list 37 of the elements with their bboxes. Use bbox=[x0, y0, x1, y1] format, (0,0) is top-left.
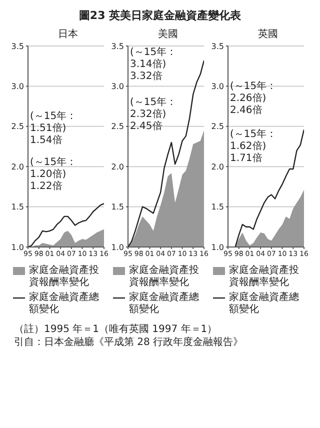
y-tick-label: 3.5 bbox=[111, 42, 124, 51]
y-tick-label: 3.5 bbox=[11, 42, 24, 51]
text: 引自：日本金融廳《平成第 28 行政年度金融報告》 bbox=[14, 336, 244, 349]
annotation: (～15年：2.26倍) 2.46倍 bbox=[230, 81, 278, 117]
y-tick-label: 1.0 bbox=[211, 242, 224, 252]
annotation: (～15年：2.32倍) 2.45倍 bbox=[130, 97, 178, 133]
y-tick-label: 3.5 bbox=[211, 42, 224, 51]
y-tick-label: 1.5 bbox=[111, 202, 124, 212]
y-tick-label: 2.0 bbox=[211, 162, 224, 172]
legend-label: 家庭金融資產總額變化 bbox=[229, 292, 300, 316]
y-tick-label: 1.0 bbox=[111, 242, 124, 252]
text: （註）1995 年＝1（唯有英國 1997 年＝1） bbox=[14, 323, 218, 336]
y-tick-label: 3.0 bbox=[111, 82, 124, 92]
chart-subtitle: 美國 bbox=[157, 28, 179, 41]
chart-subtitle: 英國 bbox=[257, 28, 279, 41]
annotation: (～15年：1.62倍) 1.71倍 bbox=[230, 129, 278, 165]
annotation: (～15年：1.20倍) 1.22倍 bbox=[30, 157, 78, 193]
y-tick-label: 1.5 bbox=[211, 202, 224, 212]
y-tick-label: 2.0 bbox=[111, 162, 124, 172]
legend-label: 家庭金融資產總額變化 bbox=[129, 292, 200, 316]
y-tick-label: 3.0 bbox=[211, 82, 224, 92]
legend-label: 家庭金融資產投資報酬率變化 bbox=[229, 265, 300, 289]
y-tick-label: 2.5 bbox=[111, 122, 124, 132]
annotation: (～15年：3.14倍) 3.32倍 bbox=[130, 47, 178, 83]
y-tick-label: 2.5 bbox=[11, 122, 24, 132]
line-series bbox=[128, 60, 204, 247]
text: 圖23 英美日家庭金融資產變化表 bbox=[78, 8, 242, 23]
legend-label: 家庭金融資產投資報酬率變化 bbox=[129, 265, 200, 289]
chart-subtitle: 日本 bbox=[57, 28, 79, 41]
y-tick-label: 2.5 bbox=[211, 122, 224, 132]
y-tick-label: 2.0 bbox=[11, 162, 24, 172]
annotation: (～15年：1.51倍) 1.54倍 bbox=[30, 111, 78, 147]
legend-label: 家庭金融資產投資報酬率變化 bbox=[29, 265, 100, 289]
legend-label: 家庭金融資產總額變化 bbox=[29, 292, 100, 316]
y-tick-label: 3.0 bbox=[11, 82, 24, 92]
y-tick-label: 1.5 bbox=[11, 202, 24, 212]
y-tick-label: 1.0 bbox=[11, 242, 24, 252]
